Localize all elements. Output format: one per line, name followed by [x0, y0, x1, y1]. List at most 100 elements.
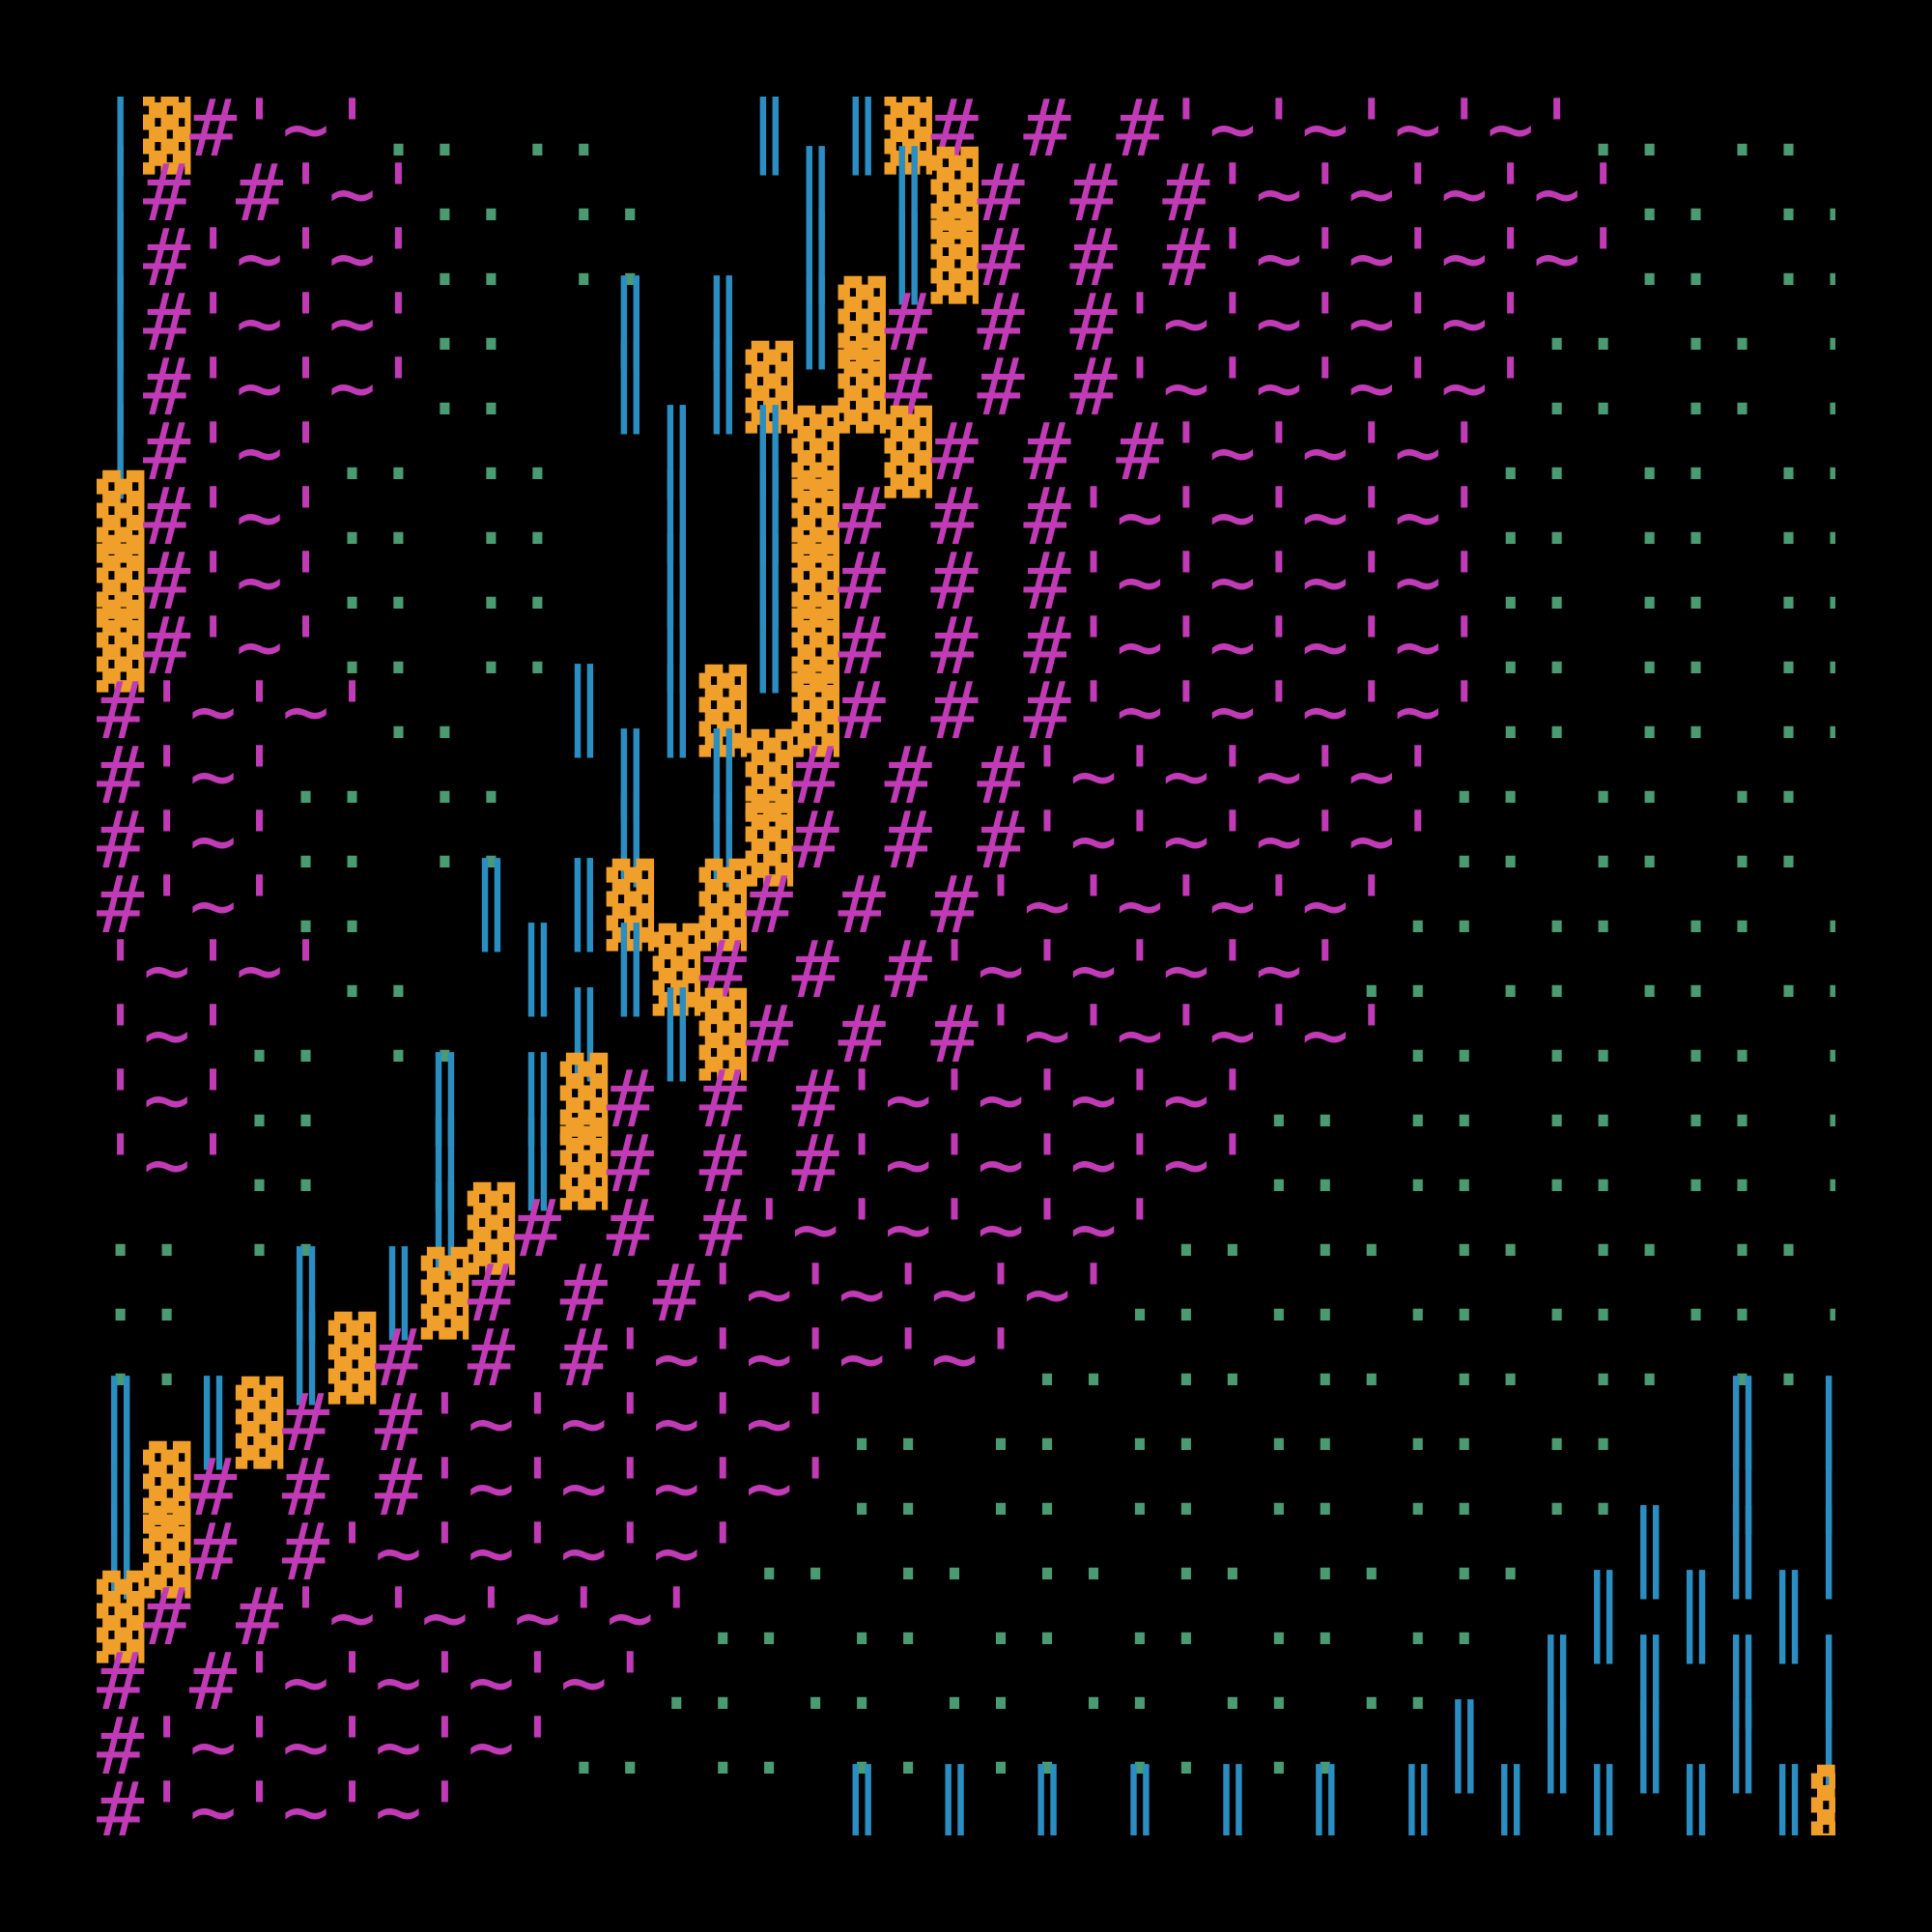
art-segment-dots: .. .. .. .. .. .. [559, 1701, 1350, 1793]
art-segment-dots: .. .. [420, 213, 654, 304]
art-segment-bars: ║ ║ [791, 148, 932, 240]
art-segment-blocks: ▓ [235, 1378, 283, 1469]
art-segment-hash: # # # [838, 666, 1071, 757]
art-row: #'~'~'.. ║ ║▓ ▓# # #'~'~'~'~'.. .. .. ..… [97, 672, 1835, 752]
art-row: │#'~'~'.. .. ║ ║▓# # #'~'~'~'~'.. .. .. … [97, 219, 1835, 298]
art-segment-wave: '~'~'~'~' [838, 1119, 1257, 1210]
art-segment-blocks: ▓ [467, 1183, 515, 1275]
art-segment-wave: '~'~'~'~' [1208, 148, 1627, 240]
art-segment-wave: '~' [188, 471, 329, 563]
art-segment-dots: .. [281, 860, 376, 952]
art-segment-wave: '~'~'~'~' [1116, 342, 1534, 434]
art-segment-hash: # # # [467, 1248, 700, 1340]
art-segment-dots: .. .. .. .. .. [1440, 730, 1812, 822]
art-segment-dots: .. .. .. .. .. [1579, 97, 1812, 175]
art-segment-bars: ║ ║ [420, 1119, 561, 1210]
art-segment-wave: '~'~'~'~' [1162, 97, 1580, 175]
art-segment-wave: '~' [97, 989, 237, 1081]
art-segment-bars: ║ ║ [513, 924, 654, 1016]
art-segment-wave: '~'~'~'~' [1069, 471, 1488, 563]
art-segment-dots: .. .. [327, 471, 561, 563]
art-segment-wave: '~' [97, 1054, 237, 1146]
art-segment-wave: '~'~'~'~' [977, 989, 1395, 1081]
art-segment-hash: # [97, 666, 144, 757]
art-segment-dots: .. .. .. .. .. [1394, 860, 1835, 952]
art-segment-bars: ║ ║ [559, 666, 700, 757]
art-segment-dots: .. .. .. .. .. [1625, 148, 1835, 240]
art-segment-blocks: ▓ [652, 924, 700, 1016]
art-segment-bars: ║ ║ ║ ║ ║ ║ ║ ║ ║ [1718, 1442, 1835, 1534]
art-segment-wave: '~'~'~'~' [1116, 277, 1534, 369]
art-segment-wave: '~' [188, 536, 329, 628]
art-segment-dots: .. .. .. .. .. .. [745, 1507, 1535, 1599]
art-segment-dots: .. .. .. .. .. .. [698, 1572, 1489, 1663]
art-segment-space [468, 1766, 838, 1835]
art-segment-wave: '~'~'~'~' [1023, 730, 1441, 822]
art-segment-wave: '~' [188, 601, 329, 693]
art-segment-bars: ║ ║ [652, 601, 793, 693]
art-segment-wave: '~'~'~'~' [930, 924, 1349, 1016]
art-row: '~'.. .. ║ ║▓# # #'~'~'~'~'.. .. .. .. .… [97, 996, 1835, 1075]
art-row: ▓#'~'.. .. ║ ║▓# # #'~'~'~'~'.. .. .. ..… [97, 543, 1835, 622]
art-row: '~'.. ║ ║▓# # #'~'~'~'~'.. .. .. .. .. .… [97, 1061, 1835, 1140]
art-segment-bars: ║ [420, 1183, 469, 1275]
art-segment-blocks: ▓ [559, 1054, 608, 1146]
art-segment-dots: .. .. .. .. .. [1394, 989, 1835, 1081]
art-segment-blocks: ▓ [745, 795, 793, 887]
art-segment-hash: # # # [791, 795, 1025, 887]
art-segment-hash: # [97, 795, 144, 887]
art-row: #'~'.. ║ ║▓ ▓# # #'~'~'~'~'.. .. .. .. .… [97, 867, 1835, 946]
art-segment-blocks: ▓ [420, 1248, 469, 1340]
art-segment-hash: # # # [745, 989, 979, 1081]
art-segment-bars: ║ [97, 1442, 144, 1534]
art-segment-bars: ║ [281, 1313, 329, 1405]
art-segment-wave: '~'~'~'~' [698, 1248, 1118, 1340]
art-segment-hash: # # # [838, 601, 1071, 693]
art-row: ▓# #'~'~'~'~'.. .. .. .. .. .. ║ ║ ║ ║ ║… [97, 1578, 1835, 1658]
art-segment-dots: .. [97, 1313, 190, 1405]
art-segment-hash: # # # [977, 148, 1209, 240]
art-segment-wave: '~'~'~'~' [420, 1442, 839, 1534]
art-segment-hash: # [188, 97, 237, 175]
art-segment-hash: # # # [930, 97, 1163, 175]
art-segment-blocks: ▓ [791, 536, 839, 628]
art-segment-dots: .. .. .. .. .. [1487, 471, 1835, 563]
art-segment-wave: '~' [142, 860, 283, 952]
art-segment-hash: # # # [513, 1183, 747, 1275]
art-row: #'~'~'~' ║ ║ ║ ║ ║ ║ ║ ║ ║ ║ ║▓ ▓ ▓ ▓ ▓ … [97, 1773, 1835, 1836]
art-segment-wave: '~'~' [97, 924, 329, 1016]
art-segment-bars: ║ ║ [606, 730, 747, 822]
art-segment-dots: .. [97, 1248, 190, 1340]
art-segment-hash: # # [188, 1507, 329, 1599]
art-segment-wave: '~'~'~'~' [838, 1054, 1257, 1146]
art-segment-bars: ║ ║ ║ ║ ║ ║ ║ ║ ║ ║ ║ [838, 1766, 1813, 1836]
art-segment-bars: │ [97, 277, 144, 369]
art-segment-wave: '~'~' [188, 213, 422, 304]
art-row: │#'~'.. .. ║ ║▓ ▓# # #'~'~'~'.. .. .. ..… [97, 413, 1835, 493]
art-row: #'~'~'~'~'.. .. .. .. .. .. ║ ║ ║ ║ ║ ║ … [97, 1708, 1835, 1787]
art-segment-wave: '~'~'~'~' [745, 1183, 1164, 1275]
art-segment-bars: ║ ║ [281, 1248, 422, 1340]
art-segment-wave: '~' [235, 97, 376, 175]
art-segment-hash: # [142, 471, 190, 563]
art-segment-dots: .. [374, 666, 469, 757]
art-segment-wave: '~'~'~'~' [1069, 666, 1488, 757]
art-segment-wave: '~'~'~'~' [327, 1507, 747, 1599]
art-segment-wave: '~'~'~'~' [1023, 795, 1441, 887]
art-segment-hash: # [142, 213, 190, 304]
art-segment-hash: # [142, 277, 190, 369]
art-segment-hash: # [142, 536, 190, 628]
art-row: '~'.. ║ ║▓# # #'~'~'~'~'.. .. .. .. .. .… [97, 1125, 1835, 1205]
art-segment-wave: '~' [281, 148, 422, 240]
art-row: ║▓# # #'~'~'~'~'.. .. .. .. .. .. ║ ║ ║ … [97, 1449, 1835, 1528]
art-segment-hash: # # # [838, 536, 1071, 628]
art-segment-wave: '~'~'~'~' [281, 1572, 700, 1663]
art-row: #'~'.. .. ║ ║▓# # #'~'~'~'~'.. .. .. .. … [97, 737, 1835, 816]
art-segment-dots: .. .. .. .. .. .. [1162, 1183, 1812, 1275]
art-row: .. ║ ║▓# # #'~'~'~'~'.. .. .. .. .. .. ║… [97, 1255, 1835, 1334]
art-segment-hash: # # # [791, 730, 1025, 822]
art-segment-hash: # [142, 407, 190, 498]
art-segment-wave: '~'~'~'~' [142, 1701, 561, 1793]
art-segment-bars: ║ ║ [652, 407, 793, 498]
art-segment-bars: ║ ║ [606, 795, 747, 887]
